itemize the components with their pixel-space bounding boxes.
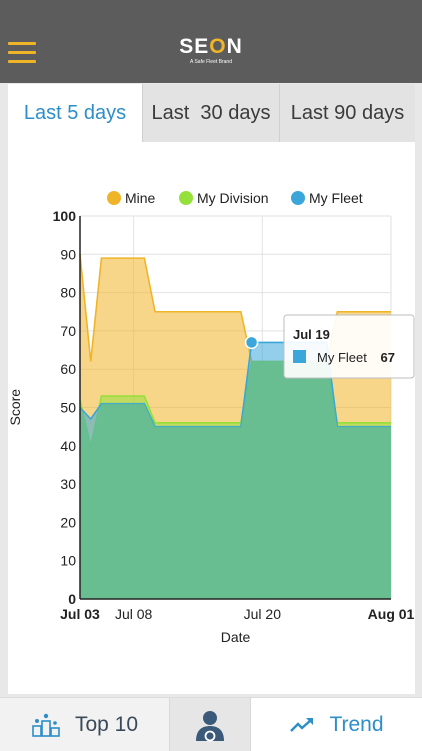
x-tick-label: Aug 01 xyxy=(368,606,415,622)
y-tick-label: 100 xyxy=(53,208,77,224)
chart-areas xyxy=(79,254,391,600)
top10-button[interactable]: Top 10 xyxy=(0,698,170,751)
driver-profile-button[interactable] xyxy=(170,698,251,751)
chart-tooltip: Jul 19 My Fleet 67 xyxy=(244,314,415,379)
tooltip-series: My Fleet xyxy=(317,350,367,365)
tooltip-point[interactable] xyxy=(244,335,259,350)
menu-icon[interactable] xyxy=(8,42,36,64)
tooltip-box xyxy=(283,314,415,379)
y-tick-label: 50 xyxy=(60,400,76,416)
trend-button[interactable]: Trend xyxy=(251,698,422,751)
brand-logo: SEON A Safe Fleet Brand xyxy=(0,36,422,66)
x-tick-label: Jul 03 xyxy=(60,606,100,622)
y-tick-label: 10 xyxy=(60,553,76,569)
brand-tagline: A Safe Fleet Brand xyxy=(190,59,232,65)
tooltip-value: 67 xyxy=(381,350,395,365)
y-axis-label: Score xyxy=(8,389,23,426)
y-tick-label: 60 xyxy=(60,361,76,377)
tab-last-30-days[interactable]: Last 30 days xyxy=(142,84,279,142)
y-tick-label: 70 xyxy=(60,323,76,339)
y-tick-label: 90 xyxy=(60,246,76,262)
y-tick-label: 30 xyxy=(60,476,76,492)
x-axis-label: Date xyxy=(221,629,251,645)
chart-legend: Mine My Division My Fleet xyxy=(107,190,363,206)
bottom-nav: Top 10 Trend xyxy=(0,697,422,751)
top10-label: Top 10 xyxy=(74,712,139,736)
tab-last-5-days[interactable]: Last 5 days xyxy=(8,84,142,142)
y-tick-label: 0 xyxy=(68,591,76,607)
brand-wordmark: SEON xyxy=(179,35,243,58)
legend-marker-fleet xyxy=(291,191,305,205)
legend-marker-division xyxy=(179,191,193,205)
podium-icon xyxy=(32,713,60,737)
tab-last-90-days[interactable]: Last 90 days xyxy=(279,84,415,142)
chart-card: Mine My Division My Fleet 0 10 20 30 40 50 60 70 8… xyxy=(8,142,415,694)
trend-icon xyxy=(290,717,314,732)
app-header: SEON A Safe Fleet Brand xyxy=(0,0,422,83)
driver-icon xyxy=(196,710,224,741)
y-tick-label: 20 xyxy=(60,514,76,530)
x-tick-label: Jul 08 xyxy=(115,606,153,622)
legend-label-fleet[interactable]: My Fleet xyxy=(309,190,363,206)
legend-label-division[interactable]: My Division xyxy=(197,190,269,206)
y-tick-label: 40 xyxy=(60,438,76,454)
score-chart[interactable]: Mine My Division My Fleet 0 10 20 30 40 50 60 70 8… xyxy=(8,142,415,694)
legend-label-mine[interactable]: Mine xyxy=(125,190,156,206)
area-overlap xyxy=(80,361,391,599)
legend-marker-mine xyxy=(107,191,121,205)
period-tabs: Last 5 days Last 30 days Last 90 days xyxy=(8,84,415,142)
x-tick-label: Jul 20 xyxy=(244,606,282,622)
chart-axes: 0 10 20 30 40 50 60 70 80 90 100 Jul 03 Jul 08 Jul 20… xyxy=(53,208,415,622)
tooltip-swatch xyxy=(293,350,306,363)
tooltip-title: Jul 19 xyxy=(293,327,330,342)
trend-label: Trend xyxy=(329,712,384,736)
y-tick-label: 80 xyxy=(60,285,76,301)
